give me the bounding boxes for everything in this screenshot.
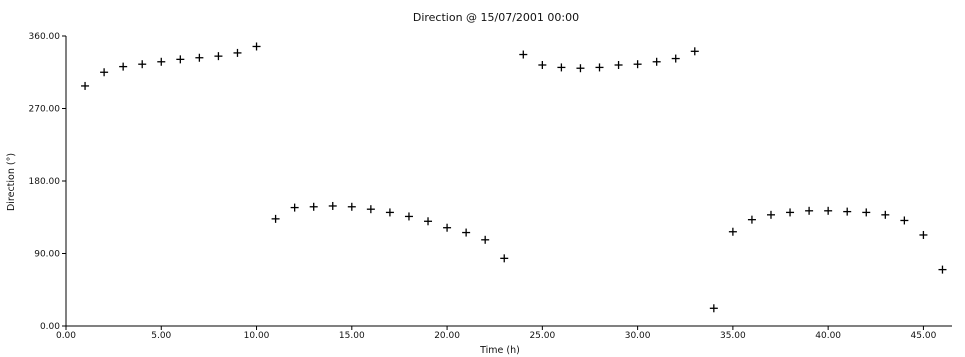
x-tick-label: 0.00 bbox=[56, 331, 76, 341]
y-tick-label: 270.00 bbox=[29, 105, 61, 115]
data-point bbox=[233, 48, 242, 57]
data-point bbox=[138, 60, 147, 69]
data-point bbox=[671, 54, 680, 63]
data-point bbox=[633, 60, 642, 69]
data-point bbox=[176, 55, 185, 64]
x-tick-label: 40.00 bbox=[815, 331, 841, 341]
data-point bbox=[938, 265, 947, 274]
data-point bbox=[862, 208, 871, 217]
data-point bbox=[652, 57, 661, 66]
x-tick-label: 15.00 bbox=[339, 331, 365, 341]
data-point bbox=[728, 227, 737, 236]
data-point bbox=[462, 228, 471, 237]
x-tick-label: 10.00 bbox=[244, 331, 270, 341]
data-point bbox=[195, 53, 204, 62]
y-tick-label: 180.00 bbox=[29, 177, 61, 187]
x-tick-label: 5.00 bbox=[151, 331, 171, 341]
data-point bbox=[538, 61, 547, 69]
data-point bbox=[595, 63, 604, 72]
data-point bbox=[557, 63, 566, 72]
data-point bbox=[290, 203, 299, 212]
data-point bbox=[881, 210, 890, 219]
data-point bbox=[443, 223, 452, 232]
data-point bbox=[500, 254, 509, 263]
data-point bbox=[328, 201, 337, 210]
data-point bbox=[157, 57, 166, 66]
y-axis-label: Direction (°) bbox=[6, 153, 17, 211]
data-point bbox=[766, 210, 775, 219]
data-point bbox=[805, 206, 814, 215]
data-point bbox=[81, 81, 90, 90]
data-point bbox=[824, 206, 833, 215]
x-tick-label: 45.00 bbox=[911, 331, 937, 341]
y-tick-label: 360.00 bbox=[29, 32, 61, 42]
data-point bbox=[843, 207, 852, 216]
data-point bbox=[214, 52, 223, 61]
data-point bbox=[385, 208, 394, 217]
data-point bbox=[119, 62, 128, 71]
y-tick-label: 90.00 bbox=[34, 250, 60, 260]
x-tick-label: 30.00 bbox=[625, 331, 651, 341]
data-point bbox=[309, 202, 318, 211]
y-tick-label: 0.00 bbox=[40, 322, 60, 332]
data-point bbox=[271, 214, 280, 223]
data-point bbox=[481, 235, 490, 244]
data-point bbox=[919, 230, 928, 239]
data-point bbox=[747, 215, 756, 224]
data-point bbox=[347, 202, 356, 211]
x-tick-label: 35.00 bbox=[720, 331, 746, 341]
data-point bbox=[614, 61, 623, 69]
x-tick-label: 25.00 bbox=[529, 331, 555, 341]
data-point bbox=[519, 50, 528, 59]
data-point bbox=[424, 217, 433, 226]
data-point bbox=[100, 68, 109, 77]
x-axis-ticks: 0.00 5.00 10.00 15.00 20.00 25.00 30.00 35.00 40… bbox=[56, 326, 937, 341]
data-point bbox=[709, 304, 718, 313]
data-points bbox=[81, 42, 947, 313]
data-point bbox=[404, 212, 413, 221]
data-point bbox=[786, 208, 795, 217]
y-axis-ticks: 0.00 90.00 180.00 270.00 360.00 bbox=[29, 32, 66, 332]
chart-title: Direction @ 15/07/2001 00:00 bbox=[413, 11, 579, 24]
data-point bbox=[366, 205, 375, 214]
data-point bbox=[900, 216, 909, 225]
data-point bbox=[690, 47, 699, 56]
x-axis-label: Time (h) bbox=[479, 345, 520, 356]
data-point bbox=[252, 42, 261, 51]
x-tick-label: 20.00 bbox=[434, 331, 460, 341]
data-point bbox=[576, 64, 585, 73]
